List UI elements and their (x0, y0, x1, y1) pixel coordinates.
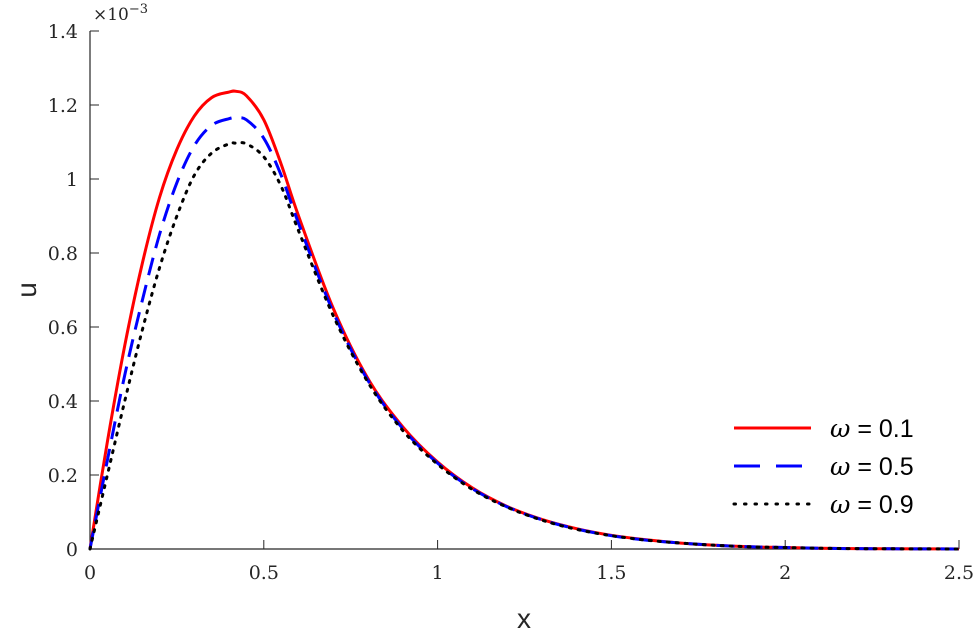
x-axis-title: x (517, 603, 531, 630)
plot-lines (88, 89, 961, 551)
x-tick-label: 0 (84, 562, 96, 584)
y-tick-label: 0 (66, 539, 78, 561)
y-tick-label: 0.6 (48, 317, 78, 339)
legend-item: ω = 0.9 (732, 490, 914, 519)
y-tick-label: 1 (66, 169, 78, 191)
y-tick-label: 0.2 (48, 465, 78, 487)
y-tick-label: 1.2 (48, 95, 78, 117)
series-line-2 (88, 116, 960, 551)
legend: ω = 0.1 ω = 0.5 ω = 0.9 (732, 414, 914, 519)
legend-item: ω = 0.5 (734, 452, 914, 481)
x-tick-label: 2.5 (944, 562, 974, 584)
y-tick-label: 0.8 (48, 243, 78, 265)
y-tick-label: 0.4 (48, 391, 78, 413)
legend-label: ω = 0.9 (830, 490, 914, 519)
legend-item: ω = 0.1 (734, 414, 914, 443)
y-tick-label: 1.4 (48, 21, 78, 43)
legend-label: ω = 0.1 (830, 414, 914, 443)
y-multiplier-label: ×10−3 (93, 2, 148, 25)
series-line-1 (88, 89, 960, 551)
x-tick-label: 1.5 (596, 562, 626, 584)
x-tick-label: 2 (779, 562, 791, 584)
series-line-3 (88, 141, 961, 551)
x-tick-label: 1 (432, 562, 444, 584)
legend-label: ω = 0.5 (830, 452, 914, 481)
axes: 0 0.5 1 1.5 2 2.5 0 0.2 0.4 0.6 0.8 1 1.2 1.4 ×10−3 x u (11, 2, 974, 630)
x-tick-label: 0.5 (249, 562, 279, 584)
y-axis-title: u (11, 282, 42, 298)
